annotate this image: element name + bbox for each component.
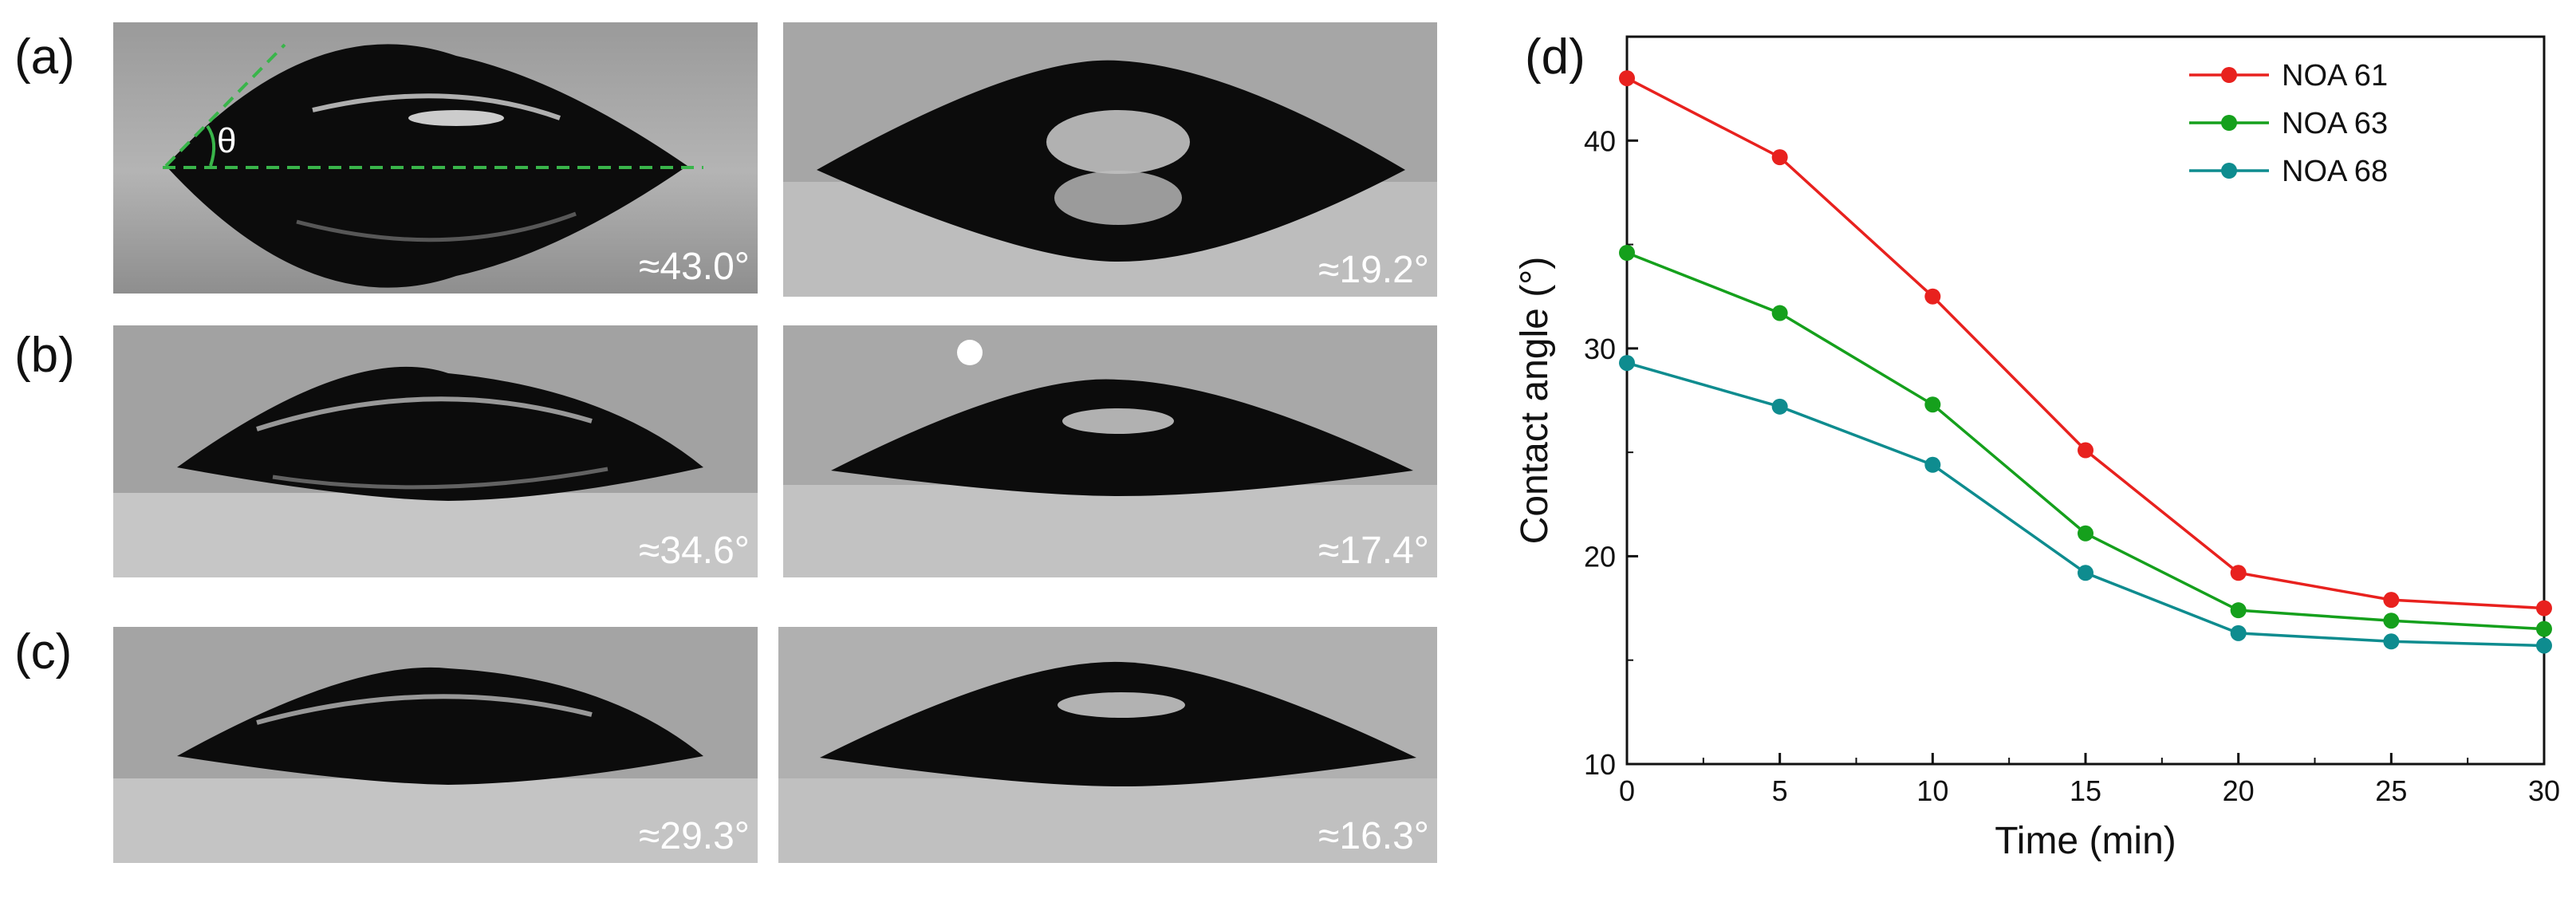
y-tick-label: 40 [1584, 124, 1616, 157]
data-point [2230, 565, 2247, 581]
droplet-photo-b-final: ≈17.4° [783, 325, 1437, 577]
droplet-photo-a-final: ≈19.2° [783, 22, 1437, 297]
data-point [2078, 442, 2093, 459]
contact-angle-b-final: ≈17.4° [1318, 530, 1429, 572]
contact-angle-a-initial: ≈43.0° [639, 246, 750, 288]
data-point [1771, 149, 1788, 166]
plot-frame [1625, 35, 2546, 766]
data-point [2230, 624, 2247, 641]
data-point [1924, 456, 1941, 473]
x-tick-label: 5 [1772, 774, 1788, 807]
legend-marker [2221, 67, 2237, 83]
data-point [1619, 244, 1635, 261]
data-point [2536, 620, 2552, 637]
x-tick-label: 30 [2528, 774, 2560, 807]
panel-label-b: (b) [14, 328, 75, 383]
y-tick-label: 20 [1584, 540, 1616, 573]
droplet-photo-c-final: ≈16.3° [778, 627, 1437, 863]
legend-marker [2221, 163, 2237, 179]
axes-layer: 0 5 10 15 20 25 30 10 20 30 40 [1584, 35, 2560, 807]
data-point [2078, 565, 2093, 581]
y-axis-title: Contact angle (°) [1514, 257, 1556, 545]
theta-label: θ [217, 121, 237, 160]
legend-label: NOA 63 [2282, 107, 2388, 140]
series-line [1626, 361, 2545, 648]
droplet-photo-a-initial: θ ≈43.0° [113, 22, 758, 294]
y-tick-label: 30 [1584, 333, 1616, 365]
legend-label: NOA 68 [2282, 155, 2388, 188]
data-point [2383, 633, 2400, 650]
x-tick-label: 25 [2375, 774, 2407, 807]
contact-angle-c-initial: ≈29.3° [639, 815, 750, 857]
panel-label-c: (c) [14, 624, 73, 680]
data-point [2383, 592, 2400, 609]
contact-angle-b-initial: ≈34.6° [639, 530, 750, 572]
droplet-photo-c-initial: ≈29.3° [113, 627, 758, 863]
droplet-photo-b-initial: ≈34.6° [113, 325, 758, 577]
data-point [2536, 637, 2552, 654]
contact-angle-c-final: ≈16.3° [1318, 815, 1429, 857]
series-layer [1619, 70, 2552, 654]
x-tick-label: 15 [2070, 774, 2101, 807]
data-point [1924, 288, 1941, 305]
data-point [1924, 396, 1941, 413]
x-tick-label: 20 [2223, 774, 2255, 807]
x-axis-title: Time (min) [1995, 820, 2176, 862]
y-tick-label: 10 [1584, 748, 1616, 781]
data-point [2230, 602, 2247, 619]
data-point [1619, 70, 1635, 87]
dust-dot [957, 340, 983, 365]
contact-angle-a-final: ≈19.2° [1318, 249, 1429, 291]
data-point [2078, 525, 2093, 542]
legend-label: NOA 61 [2282, 59, 2388, 93]
x-tick-label: 10 [1916, 774, 1948, 807]
legend-layer: NOA 61 NOA 63 NOA 68 [2189, 59, 2388, 188]
x-tick-label: 0 [1619, 774, 1635, 807]
tangent-guide [164, 43, 286, 167]
panel-label-a: (a) [14, 30, 75, 85]
legend-marker [2221, 115, 2237, 131]
data-point [2536, 600, 2552, 617]
panel-label-d: (d) [1525, 30, 1585, 85]
data-point [1619, 355, 1635, 372]
data-point [2383, 613, 2400, 629]
droplet-shape [166, 44, 687, 288]
data-point [1771, 305, 1788, 321]
data-point [1771, 398, 1788, 415]
contact-angle-chart: 0 5 10 15 20 25 30 10 20 30 40 NOA 61 NOA 63 NOA 68 … [1491, 0, 2576, 914]
